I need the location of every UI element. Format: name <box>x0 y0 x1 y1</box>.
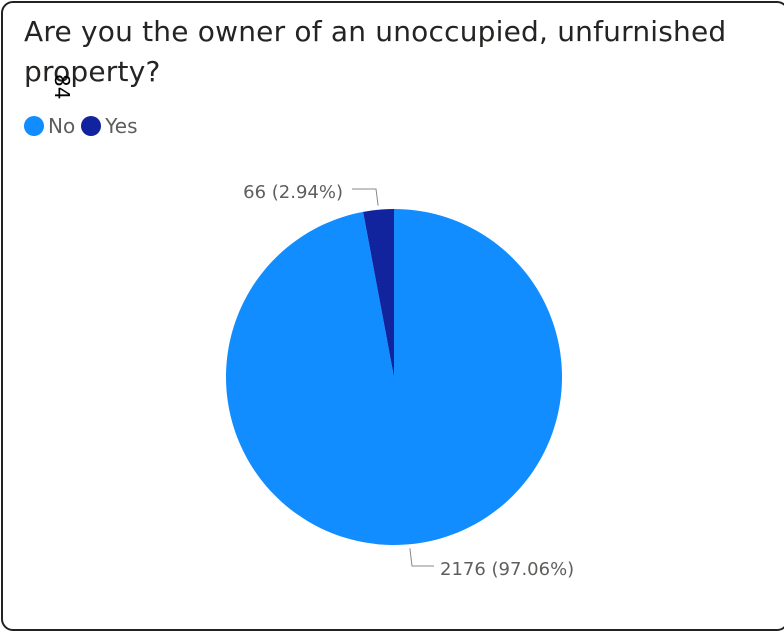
legend: No Yes <box>24 114 144 138</box>
legend-item-no[interactable]: No <box>24 114 75 138</box>
leader-lines <box>352 188 434 567</box>
pie-slice-yes[interactable] <box>363 209 394 377</box>
pie-chart: 2176 (97.06%) 66 (2.94%) <box>225 182 574 580</box>
legend-label-yes: Yes <box>105 114 138 138</box>
legend-swatch-no-icon <box>24 116 44 136</box>
legend-swatch-yes-icon <box>81 116 102 136</box>
data-label-yes: 66 (2.94%) <box>243 182 343 203</box>
leader-line-yes <box>352 188 379 206</box>
legend-item-yes[interactable]: Yes <box>81 114 138 138</box>
pie-slice-no[interactable] <box>225 209 562 545</box>
data-label-no: 2176 (97.06%) <box>440 559 574 580</box>
pie-slices <box>225 209 562 545</box>
chart-title: Are you the owner of an unoccupied, unfu… <box>24 15 727 88</box>
leader-line-no <box>409 548 434 567</box>
legend-label-no: No <box>48 114 76 138</box>
